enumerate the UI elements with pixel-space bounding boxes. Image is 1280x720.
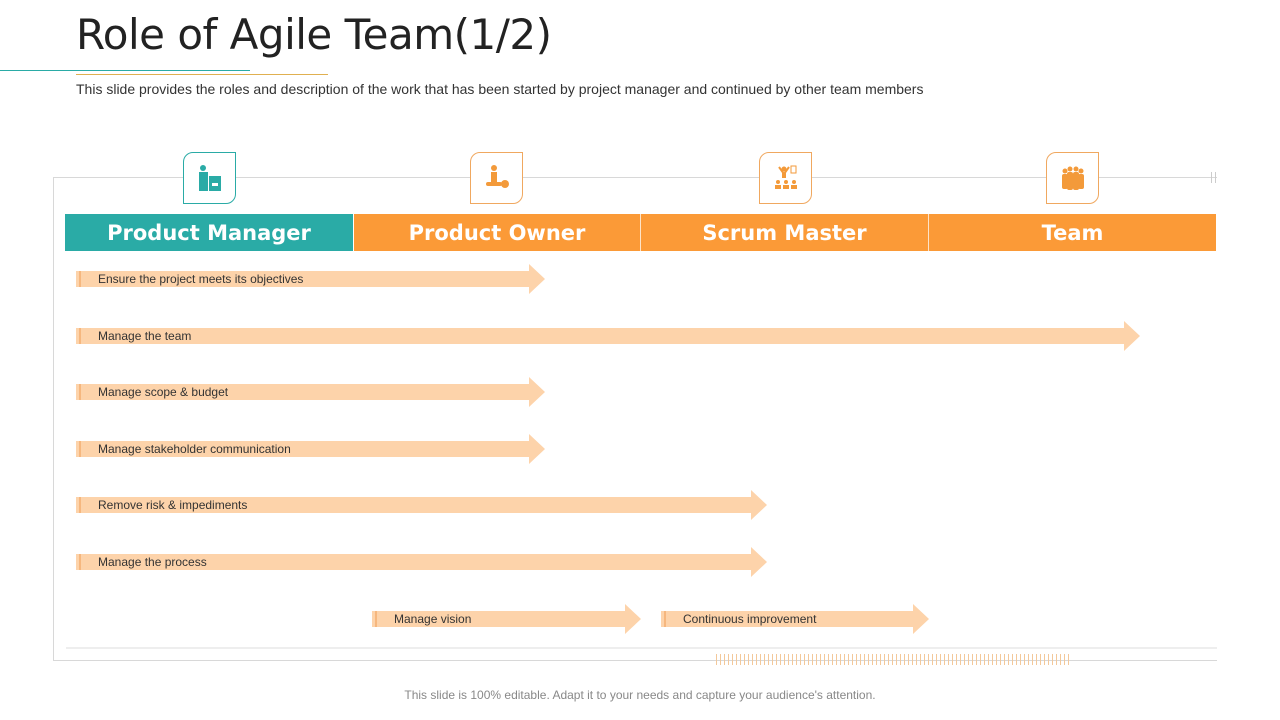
- group-people-icon: [1046, 152, 1099, 204]
- bottom-rule: [66, 647, 1217, 649]
- hatch-decoration: [716, 654, 1070, 665]
- presenter-audience-icon: [759, 152, 812, 204]
- diagram-frame: [53, 177, 1217, 661]
- subtitle: This slide provides the roles and descri…: [76, 81, 924, 97]
- manager-with-box-icon: [183, 152, 236, 204]
- column-header-product-owner: Product Owner: [353, 214, 640, 251]
- column-header-scrum-master: Scrum Master: [640, 214, 928, 251]
- page-title: Role of Agile Team(1/2): [76, 10, 552, 59]
- frame-end-marker: [1211, 172, 1216, 183]
- column-header-team: Team: [928, 214, 1216, 251]
- column-header-product-manager: Product Manager: [65, 214, 353, 251]
- footer-note: This slide is 100% editable. Adapt it to…: [404, 688, 876, 702]
- title-underline-gold: [76, 74, 328, 75]
- person-with-key-icon: [470, 152, 523, 204]
- title-underline-teal: [0, 70, 250, 71]
